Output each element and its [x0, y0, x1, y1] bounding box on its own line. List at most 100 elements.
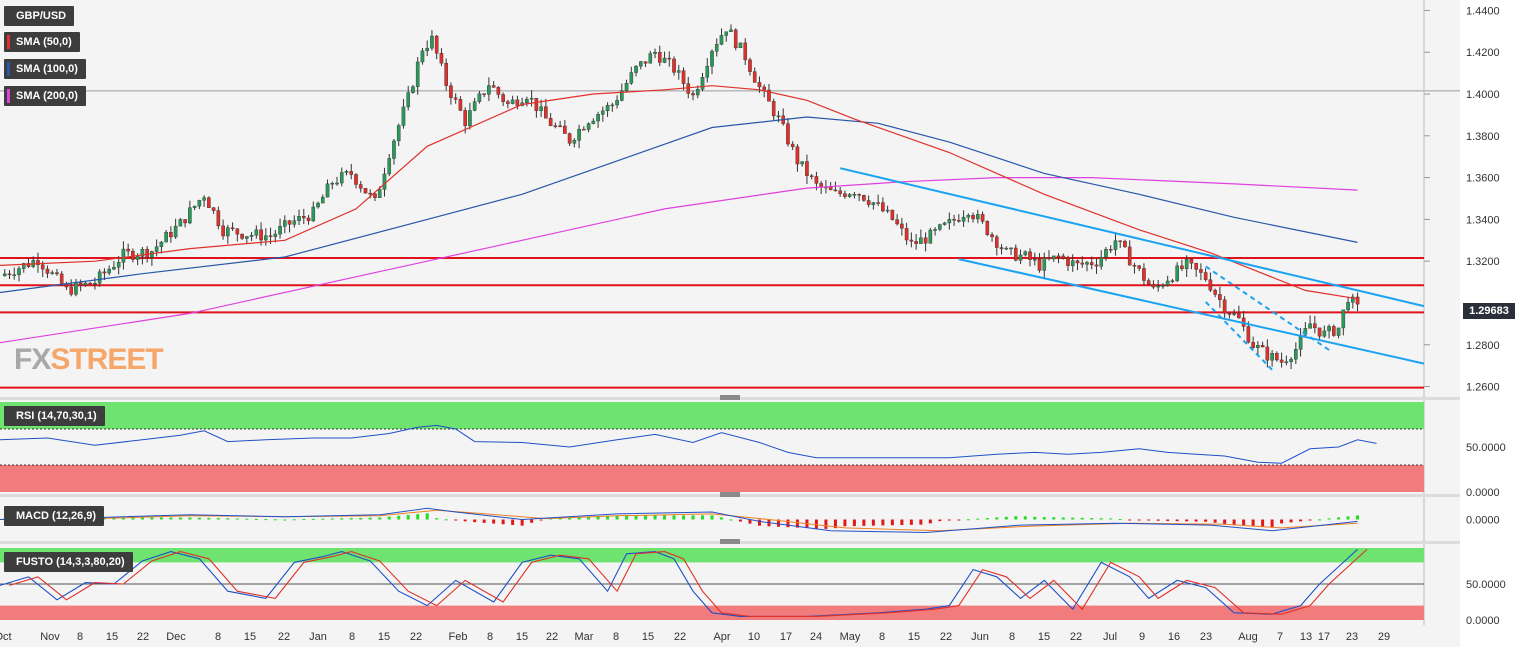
macd-histogram-bar — [719, 517, 723, 520]
macd-histogram-bar — [748, 519, 752, 524]
candle-body — [1009, 247, 1013, 250]
legend-sma-100[interactable]: SMA (100,0) — [4, 59, 86, 79]
x-tick-label: Aug — [1238, 631, 1258, 643]
macd-histogram-bar — [1137, 519, 1141, 521]
macd-histogram-bar — [425, 513, 429, 520]
candle-body — [145, 248, 149, 258]
macd-histogram-bar — [340, 518, 344, 520]
candle-body — [976, 214, 980, 220]
legend-fusto[interactable]: FUSTO (14,3,3,80,20) — [4, 552, 133, 572]
x-tick-label: Mar — [575, 631, 594, 643]
x-tick-label: 13 — [1300, 631, 1312, 643]
candle-body — [1227, 313, 1232, 315]
macd-histogram-bar — [558, 517, 562, 520]
macd-histogram-bar — [397, 515, 401, 520]
sma-100-line — [0, 116, 1358, 294]
macd-histogram-bar — [587, 516, 591, 520]
candle-body — [857, 194, 861, 196]
candle-body — [667, 57, 672, 60]
candle-body — [629, 72, 634, 84]
fusto-overbought-zone — [0, 548, 1424, 563]
candle-body — [786, 123, 790, 145]
candle-body — [1161, 285, 1165, 287]
legend-sma-50[interactable]: SMA (50,0) — [4, 32, 80, 52]
candle-body — [639, 61, 643, 67]
x-tick-label: Dec — [166, 631, 186, 643]
candle-body — [909, 239, 914, 242]
candle-body — [999, 247, 1004, 250]
legend-gbpusd[interactable]: GBP/USD — [4, 6, 75, 26]
candle-body — [1270, 353, 1274, 361]
legend-macd[interactable]: MACD (12,26,9) — [4, 506, 105, 526]
candle-body — [311, 206, 316, 222]
candle-body — [458, 99, 463, 111]
candle-body — [1289, 358, 1293, 363]
candle-body — [1184, 259, 1189, 270]
macd-histogram-bar — [131, 517, 135, 520]
x-tick-label: 8 — [349, 631, 355, 643]
x-tick-label: 22 — [410, 631, 422, 643]
channel-upper-line — [839, 167, 1425, 308]
legend-label: FUSTO (14,3,3,80,20) — [16, 556, 125, 568]
legend-sma-200[interactable]: SMA (200,0) — [4, 86, 86, 106]
candle-body — [449, 85, 453, 98]
macd-histogram-bar — [292, 519, 296, 521]
macd-histogram-bar — [264, 519, 268, 521]
candle-body — [169, 231, 173, 238]
candle-body — [1218, 294, 1222, 300]
price-tick-label: 1.3200 — [1466, 256, 1500, 268]
macd-histogram-bar — [738, 519, 742, 522]
candle-body — [1256, 345, 1260, 348]
candle-body — [871, 202, 876, 205]
candle-body — [1047, 257, 1051, 260]
legend-rsi[interactable]: RSI (14,70,30,1) — [4, 406, 105, 426]
resize-handle-macd[interactable] — [720, 492, 740, 497]
macd-histogram-bar — [1023, 516, 1027, 520]
candle-body — [591, 120, 596, 124]
macd-histogram-bar — [1232, 519, 1236, 525]
rsi-tick-label: 0.0000 — [1466, 487, 1500, 499]
candle-body — [885, 209, 890, 212]
candle-body — [259, 229, 263, 241]
candle-body — [1189, 259, 1194, 264]
resize-handle-fusto[interactable] — [720, 539, 740, 544]
macd-histogram-bar — [625, 515, 629, 520]
candle-body — [847, 194, 852, 197]
x-tick-label: 8 — [1009, 631, 1015, 643]
candle-body — [292, 220, 297, 225]
logo-part2: STREET — [50, 343, 163, 376]
candle-body — [1089, 262, 1094, 266]
candle-body — [235, 228, 240, 235]
candle-body — [553, 125, 558, 127]
candle-body — [601, 110, 605, 115]
candle-body — [392, 140, 396, 159]
macd-histogram-bar — [938, 519, 942, 522]
candle-body — [278, 226, 282, 235]
candle-body — [900, 223, 904, 229]
macd-histogram-bar — [1004, 516, 1008, 520]
candle-body — [363, 188, 368, 194]
candle-body — [719, 35, 724, 45]
price-tick-label: 1.4400 — [1466, 5, 1500, 17]
candle-body — [159, 241, 164, 247]
candle-body — [463, 110, 467, 126]
fusto-tick-label: 50.0000 — [1466, 579, 1506, 591]
candle-body — [1113, 240, 1118, 250]
x-tick-label: May — [840, 631, 861, 643]
candle-body — [1075, 260, 1080, 264]
candle-body — [339, 172, 344, 184]
candle-body — [914, 241, 918, 244]
legend-label: GBP/USD — [16, 10, 67, 22]
resize-handle-rsi[interactable] — [720, 395, 740, 400]
candle-body — [1108, 249, 1113, 251]
candle-body — [69, 286, 73, 295]
candle-body — [1180, 265, 1184, 270]
candle-body — [226, 227, 230, 237]
candle-body — [1028, 251, 1032, 260]
macd-histogram-bar — [1251, 519, 1255, 526]
macd-histogram-bar — [1166, 519, 1170, 521]
candle-body — [1146, 280, 1151, 285]
macd-histogram-bar — [245, 518, 249, 520]
candle-body — [634, 65, 638, 73]
macd-histogram-bar — [691, 515, 695, 520]
